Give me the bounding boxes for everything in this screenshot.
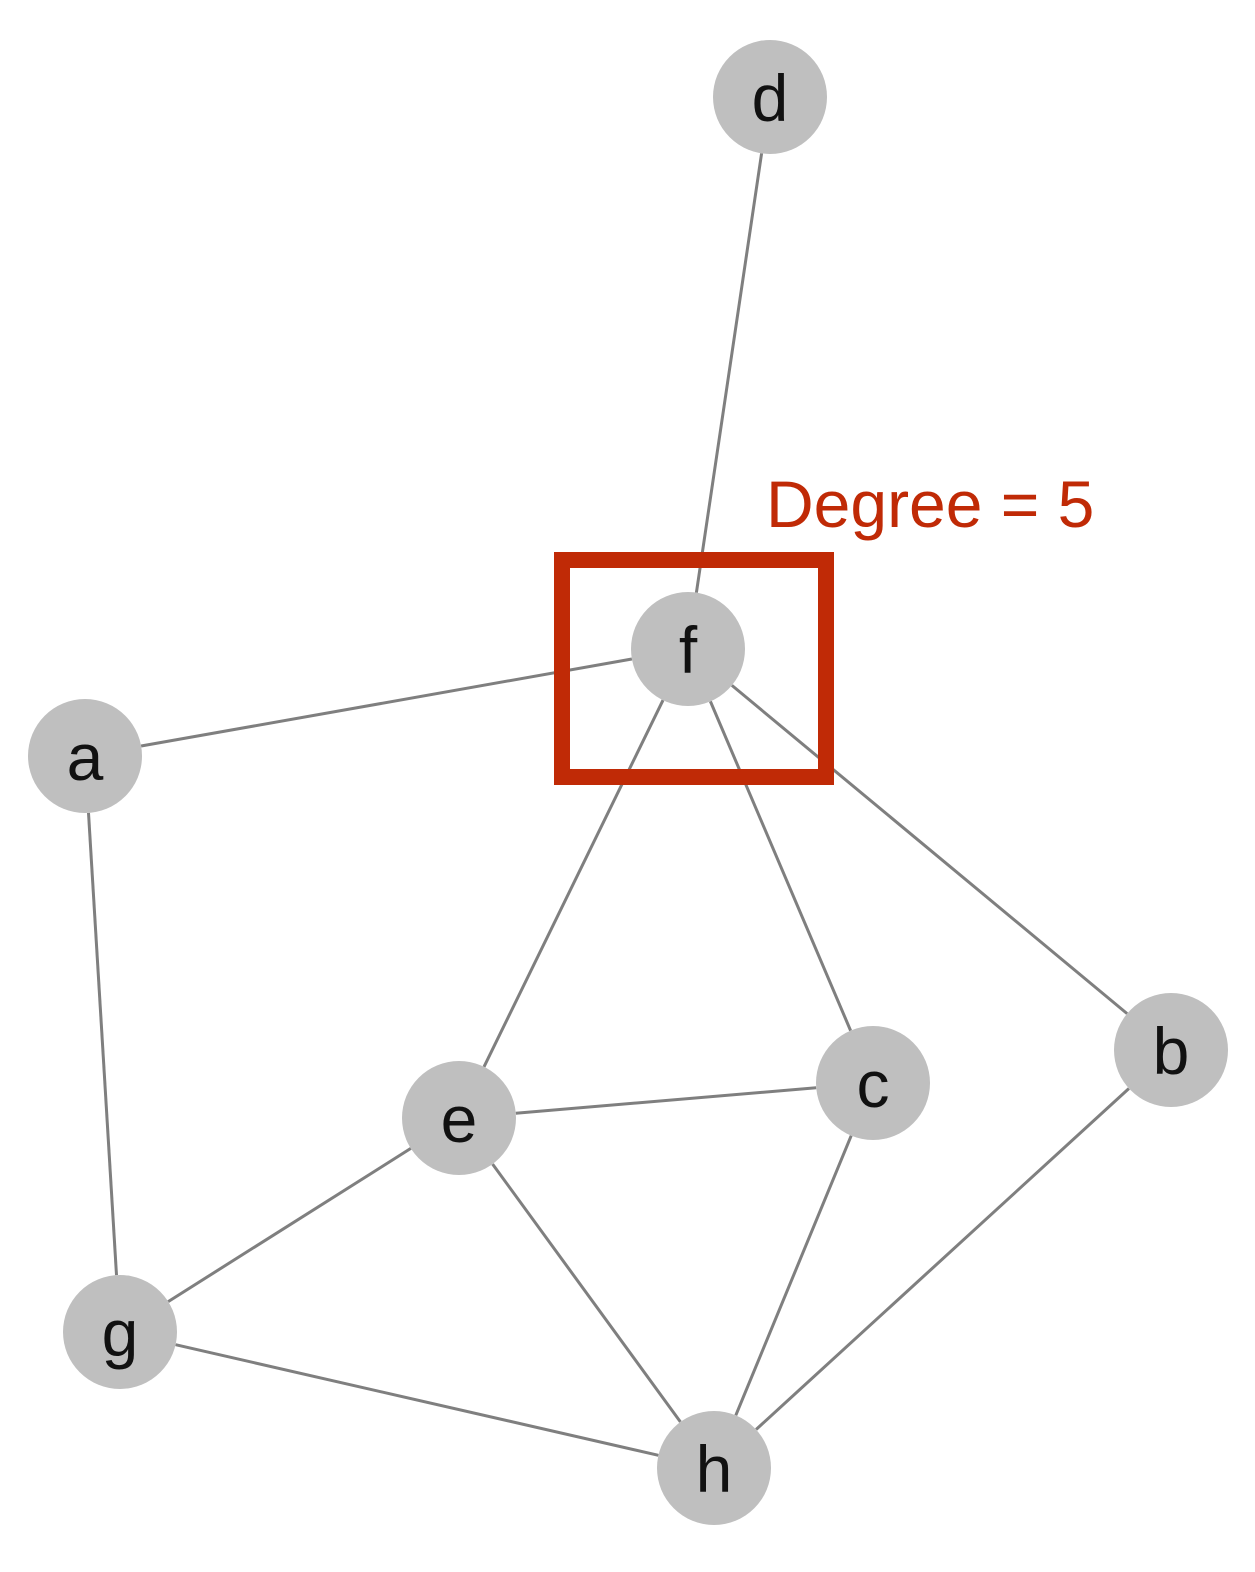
edge-b-h <box>755 1087 1130 1431</box>
degree-annotation: Degree = 5 <box>766 467 1094 541</box>
node-circle-d <box>713 40 827 154</box>
edge-e-g <box>167 1147 412 1303</box>
node-label-b: b <box>1153 1014 1190 1088</box>
edge-f-c <box>709 700 852 1032</box>
node-f: f <box>631 592 745 706</box>
edge-e-h <box>491 1163 682 1423</box>
node-e: e <box>402 1061 516 1175</box>
edge-a-f <box>140 657 633 748</box>
edge-e-c <box>515 1086 817 1115</box>
edge-g-h <box>175 1343 659 1457</box>
node-label-g: g <box>102 1296 139 1370</box>
nodes-layer: d f a e c b g h <box>28 40 1228 1525</box>
node-label-c: c <box>857 1047 890 1121</box>
node-circle-h <box>657 1411 771 1525</box>
edge-d-f <box>694 153 764 593</box>
edges-layer <box>87 153 1130 1457</box>
edge-c-h <box>734 1135 853 1416</box>
node-circle-f <box>631 592 745 706</box>
node-circle-e <box>402 1061 516 1175</box>
node-circle-b <box>1114 993 1228 1107</box>
highlight-box <box>554 552 834 785</box>
node-h: h <box>657 1411 771 1525</box>
node-circle-g <box>63 1275 177 1389</box>
edge-f-b <box>730 684 1129 1015</box>
node-g: g <box>63 1275 177 1389</box>
node-d: d <box>713 40 827 154</box>
node-a: a <box>28 699 142 813</box>
node-b: b <box>1114 993 1228 1107</box>
node-label-f: f <box>679 613 698 687</box>
edge-a-g <box>87 812 118 1276</box>
node-c: c <box>816 1026 930 1140</box>
edge-f-e <box>482 699 665 1068</box>
node-label-d: d <box>752 61 789 135</box>
node-label-h: h <box>696 1432 733 1506</box>
node-label-a: a <box>67 720 104 794</box>
node-label-e: e <box>441 1082 478 1156</box>
node-circle-c <box>816 1026 930 1140</box>
node-circle-a <box>28 699 142 813</box>
